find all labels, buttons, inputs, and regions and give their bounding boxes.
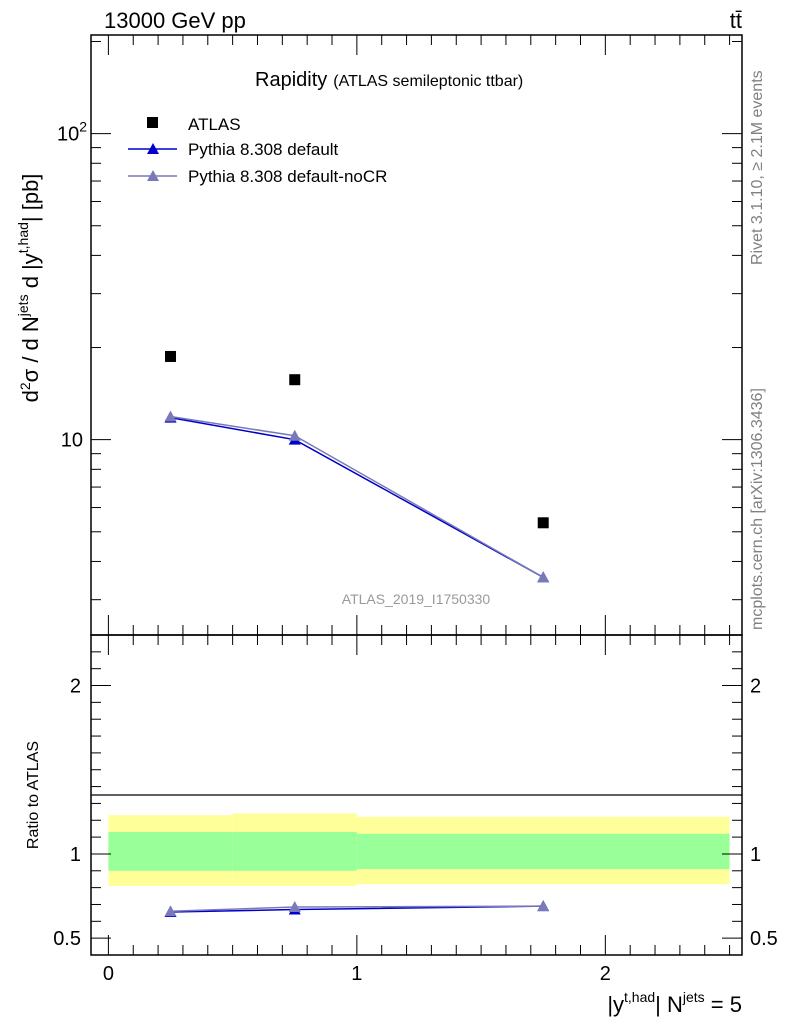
ylabel-part-dy: d |y	[18, 253, 43, 294]
ratio-ytick-label-right: 1	[750, 844, 761, 866]
legend-default-marker	[147, 143, 159, 154]
legend: ATLAS Pythia 8.308 default Pythia 8.308 …	[128, 115, 387, 186]
legend-nocr-label: Pythia 8.308 default-noCR	[188, 167, 387, 186]
ratio-nocr-point	[288, 901, 301, 912]
main-data-marks	[164, 350, 550, 583]
plot-title-sub: (ATLAS semileptonic ttbar)	[333, 73, 523, 90]
ratio-y-label: Ratio to ATLAS	[25, 741, 42, 849]
ylabel-part-unit: | [pb]	[18, 174, 43, 223]
legend-default-label: Pythia 8.308 default	[188, 140, 339, 159]
ylabel-sup-jets: jets	[15, 294, 31, 317]
plot-title: Rapidity (ATLAS semileptonic ttbar)	[255, 69, 523, 91]
series-nocr-point	[288, 429, 301, 441]
ratio-band-inner	[232, 832, 357, 871]
series-nocr-line	[170, 415, 544, 578]
ytick-base: 10	[57, 124, 79, 146]
main-ytick-label: 102	[57, 119, 87, 146]
series-atlas-point	[165, 350, 177, 362]
ratio-band-inner	[356, 833, 730, 870]
legend-atlas-marker	[147, 117, 158, 128]
series-atlas-point	[289, 374, 301, 386]
analysis-watermark: ATLAS_2019_I1750330	[342, 591, 491, 607]
ratio-ytick-label-right: 2	[750, 676, 761, 698]
xtick-label: 0	[103, 963, 114, 985]
ratio-x-ticks: 0 1 2	[103, 635, 731, 985]
legend-atlas-label: ATLAS	[188, 115, 241, 134]
process-label: tt̄	[730, 8, 742, 33]
ratio-ytick-label-left: 1	[70, 844, 81, 866]
main-x-ticks	[107, 35, 731, 635]
xlabel-sup-thad: t,had	[624, 989, 655, 1005]
main-y-label: d2σ / d Njets d |yt,had| [pb]	[15, 174, 43, 403]
energy-label: 13000 GeV pp	[104, 8, 246, 33]
ratio-data-marks	[164, 900, 550, 918]
ylabel-sup-thad: t,had	[15, 222, 31, 253]
xlabel-sup-jets: jets	[682, 989, 705, 1005]
ylabel-part-d2: d	[18, 390, 43, 402]
series-atlas-point	[537, 517, 549, 529]
plot-title-main: Rapidity	[255, 69, 327, 91]
ratio-ytick-label-right: 0.5	[750, 928, 778, 950]
xlabel-part-n: | N	[655, 992, 683, 1017]
ratio-band-inner	[108, 832, 233, 871]
xlabel-part-eq: = 5	[705, 992, 742, 1017]
x-axis-label: |yt,had| Njets = 5	[607, 989, 742, 1017]
ratio-ytick-label-left: 2	[70, 676, 81, 698]
ratio-nocr-point	[537, 900, 550, 912]
series-nocr-point	[164, 410, 177, 422]
xtick-label: 2	[600, 963, 611, 985]
ylabel-sup-2: 2	[17, 382, 33, 390]
ratio-nocr-point	[164, 905, 177, 917]
legend-nocr-marker	[147, 170, 159, 181]
ratio-uncertainty-bands	[108, 813, 730, 886]
ytick-exp: 2	[79, 119, 87, 135]
series-nocr-point	[537, 571, 550, 583]
series-default-line	[170, 416, 544, 578]
rivet-label: Rivet 3.1.10, ≥ 2.1M events	[749, 70, 766, 265]
ratio-plot: 0.5 0.5 1 1 2 2 0 1 2 Ratio to ATLAS |yt,had| N…	[25, 634, 778, 1017]
ratio-ytick-label-left: 0.5	[53, 928, 81, 950]
ylabel-part-sigma: σ / d N	[18, 316, 43, 382]
mcplots-label: mcplots.cern.ch [arXiv:1306.3436]	[749, 388, 766, 630]
ratio-y-ticks: 0.5 0.5 1 1 2 2	[53, 634, 778, 956]
main-ytick-label: 10	[61, 430, 83, 452]
xtick-label: 1	[351, 963, 362, 985]
xlabel-part-y: |y	[607, 992, 624, 1017]
ratio-plot-frame	[90, 634, 743, 956]
